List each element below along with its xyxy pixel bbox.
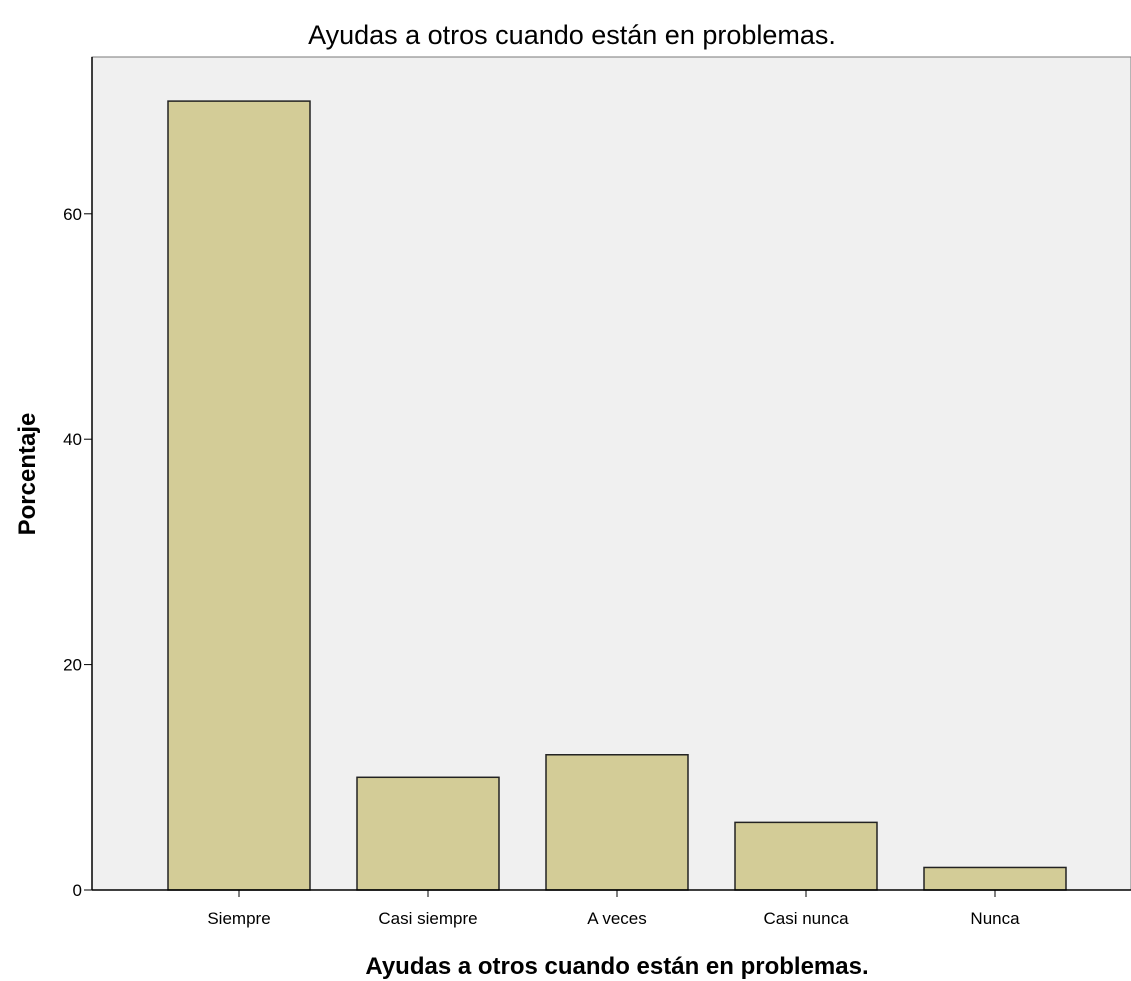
x-tick-label: Casi nunca xyxy=(763,909,849,928)
bar-a-veces xyxy=(545,754,689,891)
y-tick-label: 20 xyxy=(63,656,82,675)
y-axis-label: Porcentaje xyxy=(14,413,41,536)
y-tick-label: 60 xyxy=(63,205,82,224)
x-tick-label: Casi siempre xyxy=(378,909,477,928)
bars-group xyxy=(167,100,1067,891)
x-tick-label: A veces xyxy=(587,909,647,928)
y-axis-ticks: 0 20 40 60 xyxy=(63,205,92,900)
x-axis-ticks: Siempre Casi siempre A veces Casi nunca Nunc… xyxy=(207,890,1020,928)
chart-title: Ayudas a otros cuando están en problemas… xyxy=(308,20,836,50)
y-tick-label: 0 xyxy=(73,881,82,900)
bar-nunca xyxy=(923,866,1067,891)
x-tick-label: Siempre xyxy=(207,909,270,928)
bar-casi-nunca xyxy=(734,821,878,891)
x-tick-label: Nunca xyxy=(970,909,1020,928)
bar-casi-siempre xyxy=(356,776,500,891)
x-axis-label: Ayudas a otros cuando están en problemas… xyxy=(365,953,868,980)
bar-siempre xyxy=(167,100,311,891)
y-tick-label: 40 xyxy=(63,430,82,449)
